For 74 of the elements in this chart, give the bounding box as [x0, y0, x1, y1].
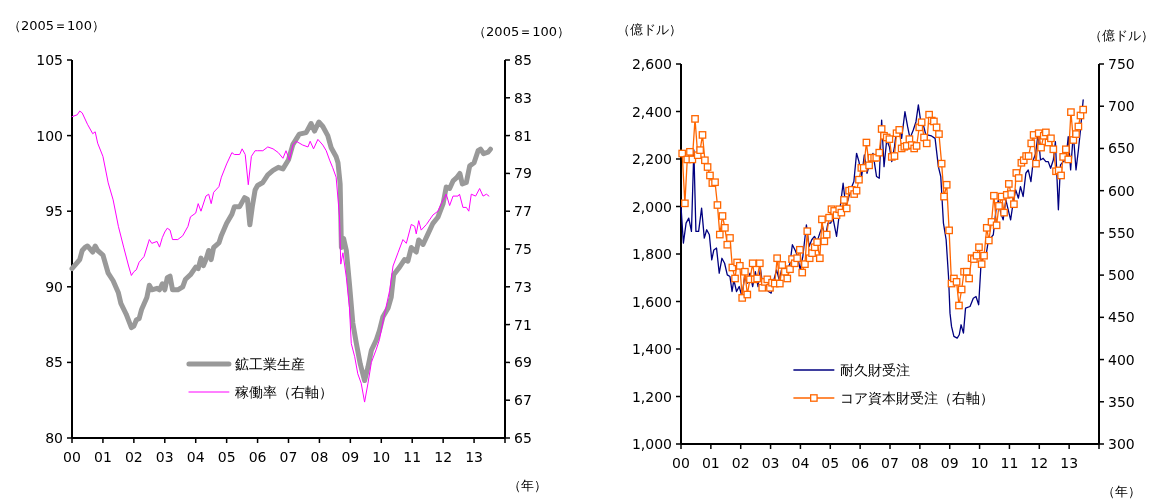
x-tick-label: 04 [791, 455, 810, 471]
y-tick-label: 90 [45, 278, 63, 295]
x-tick-label: 11 [1000, 455, 1019, 471]
y2-tick-label: 400 [1108, 351, 1135, 368]
y2-tick-label: 73 [514, 278, 532, 295]
y2-axis-title: （2005＝100） [473, 24, 570, 39]
x-tick-label: 06 [851, 455, 870, 471]
x-tick-label: 12 [434, 449, 453, 465]
x-tick-label: 10 [970, 455, 989, 471]
y-tick-label: 85 [45, 354, 63, 371]
y-tick-label: 1,600 [631, 293, 672, 310]
x-tick-label: 00 [672, 455, 690, 471]
x-tick-label: 09 [341, 449, 360, 465]
x-axis-title: （年） [508, 478, 547, 493]
x-tick-label: 09 [940, 455, 959, 471]
y-tick-label: 80 [45, 430, 63, 446]
y2-tick-label: 85 [514, 52, 532, 68]
x-tick-label: 01 [701, 455, 720, 471]
y2-tick-label: 750 [1108, 56, 1135, 72]
y2-tick-label: 550 [1108, 224, 1135, 241]
y2-tick-label: 75 [514, 241, 532, 257]
x-tick-label: 05 [821, 455, 840, 471]
y-axis-title: （2005＝100） [8, 18, 105, 33]
y2-axis-title: （億ドル） [1089, 28, 1154, 43]
x-tick-label: 12 [1030, 455, 1049, 471]
x-tick-label: 10 [372, 449, 391, 465]
y-tick-label: 2,600 [631, 56, 672, 72]
x-axis-title: （年） [1102, 484, 1141, 499]
y2-tick-label: 67 [514, 392, 532, 409]
y-tick-label: 2,200 [631, 151, 672, 167]
x-tick-label: 03 [761, 455, 780, 471]
legend-label: コア資本財受注（右軸） [839, 390, 994, 406]
x-tick-label: 08 [310, 449, 329, 465]
y2-tick-label: 69 [514, 354, 532, 371]
y-tick-label: 105 [36, 52, 63, 68]
y2-tick-label: 650 [1108, 140, 1135, 157]
y2-tick-label: 450 [1108, 309, 1135, 326]
y2-tick-label: 71 [514, 316, 532, 333]
y-tick-label: 1,400 [631, 341, 672, 357]
x-tick-label: 05 [217, 449, 236, 465]
legend-label: 耐久財受注 [839, 362, 910, 378]
y2-tick-label: 79 [514, 165, 532, 182]
y-tick-label: 1,000 [631, 436, 672, 452]
x-tick-label: 07 [279, 449, 298, 465]
x-tick-label: 06 [248, 449, 267, 465]
x-tick-label: 00 [63, 449, 81, 465]
x-tick-label: 07 [881, 455, 899, 471]
legend-label: 稼働率（右軸） [234, 384, 333, 400]
x-tick-label: 02 [124, 449, 143, 465]
y2-tick-label: 600 [1108, 182, 1135, 199]
y-tick-label: 1,800 [631, 246, 672, 262]
y2-tick-label: 77 [514, 203, 532, 220]
x-tick-label: 08 [910, 455, 929, 471]
x-tick-label: 11 [403, 449, 422, 465]
x-tick-label: 13 [465, 449, 483, 465]
x-tick-label: 04 [186, 449, 205, 465]
y2-tick-label: 350 [1108, 393, 1135, 410]
x-tick-label: 01 [94, 449, 112, 465]
y2-tick-label: 300 [1108, 436, 1135, 452]
x-tick-label: 02 [731, 455, 750, 471]
y2-tick-label: 83 [514, 89, 532, 106]
y-tick-label: 100 [36, 127, 63, 144]
y2-tick-label: 65 [514, 430, 532, 446]
legend-label: 鉱工業生産 [234, 356, 305, 372]
y-axis-title: （億ドル） [617, 22, 682, 37]
y-tick-label: 2,000 [631, 198, 672, 215]
y-tick-label: 1,200 [631, 388, 672, 405]
y2-tick-label: 700 [1108, 98, 1135, 115]
y-tick-label: 95 [45, 203, 63, 220]
y2-tick-label: 81 [514, 127, 532, 144]
x-tick-label: 13 [1060, 455, 1079, 471]
y-tick-label: 2,400 [631, 103, 672, 120]
x-tick-label: 03 [155, 449, 174, 465]
y2-tick-label: 500 [1108, 267, 1135, 284]
